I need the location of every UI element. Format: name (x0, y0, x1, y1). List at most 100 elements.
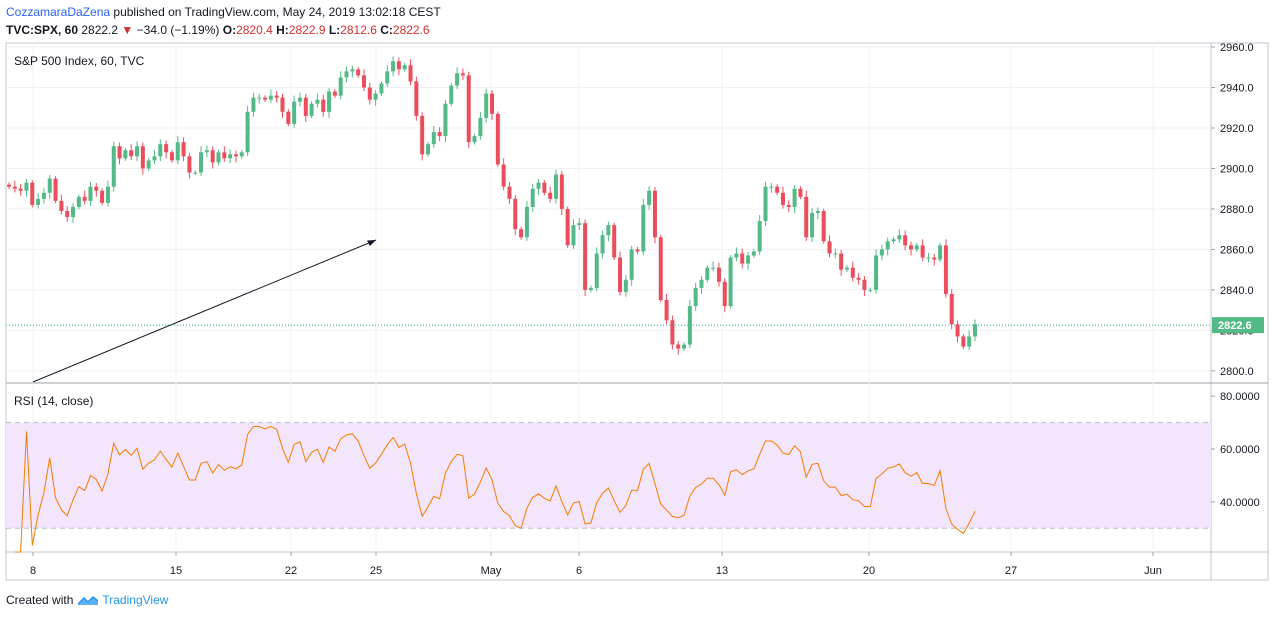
open-value: 2820.4 (236, 23, 273, 37)
candle-body (245, 111, 250, 153)
candle-body (41, 192, 46, 199)
candle-body (76, 196, 81, 207)
candle-body (59, 200, 64, 211)
candle-body (257, 97, 262, 99)
candle-body (792, 188, 797, 207)
candle-body (478, 117, 483, 137)
tradingview-logo-icon (77, 596, 99, 605)
candle-body (204, 150, 209, 153)
candle-body (71, 206, 76, 218)
candle-body (588, 287, 593, 290)
candle-body (821, 210, 826, 242)
rsi-band (6, 422, 1211, 529)
candle-body (402, 65, 407, 70)
candle-body (443, 103, 448, 137)
candle-body (36, 198, 41, 205)
price-tick-label: 2800.0 (1220, 366, 1254, 378)
candle-body (292, 101, 297, 124)
high-value: 2822.9 (288, 23, 326, 37)
candle-body (594, 253, 599, 288)
candle-body (652, 190, 657, 238)
down-arrow-icon: ▼ (121, 23, 134, 37)
candle-body (722, 281, 727, 307)
candle-body (286, 111, 291, 124)
candle-body (903, 235, 908, 246)
candle-body (268, 95, 273, 100)
rsi-tick-label: 40.0000 (1220, 497, 1260, 509)
time-tick-label: 15 (170, 565, 182, 577)
time-tick-label: May (481, 565, 502, 577)
time-tick-label: 25 (370, 565, 382, 577)
candle-body (327, 91, 332, 112)
candle-body (932, 257, 937, 260)
candle-body (175, 142, 180, 161)
candle-body (12, 186, 17, 189)
candle-body (425, 144, 430, 155)
candle-body (577, 223, 582, 226)
candle-body (711, 267, 716, 269)
candle-body (356, 69, 361, 76)
candle-body (309, 103, 314, 116)
candle-body (455, 73, 460, 86)
candle-body (228, 154, 233, 159)
chart-border (5, 42, 1269, 581)
candle-body (751, 251, 756, 256)
candle-body (210, 150, 215, 163)
candle-body (786, 204, 791, 207)
price-tick-label: 2960.0 (1220, 42, 1254, 54)
candle-body (303, 97, 308, 116)
candle-body (891, 239, 896, 242)
candle-body (623, 279, 628, 292)
candle-body (169, 152, 174, 161)
candle-body (420, 115, 425, 155)
tradingview-link[interactable]: TradingView (102, 593, 169, 607)
last-price-label: 2822.6 (1218, 320, 1252, 332)
candle-body (47, 178, 52, 193)
candle-body (670, 320, 675, 345)
candle-body (152, 156, 157, 161)
candle-body (815, 210, 820, 213)
candle-body (507, 186, 512, 199)
candle-body (757, 221, 762, 252)
tradingview-brand[interactable]: TradingView (77, 593, 168, 607)
candle-body (856, 277, 861, 280)
candle-body (600, 235, 605, 254)
author-link[interactable]: CozzamaraDaZena (6, 5, 111, 19)
candle-body (251, 97, 256, 112)
candle-body (699, 279, 704, 288)
candle-body (519, 229, 524, 238)
rsi-polyline (14, 425, 976, 553)
candle-body (344, 71, 349, 78)
candle-body (973, 324, 977, 337)
close-label: C: (380, 23, 393, 37)
candle-body (571, 225, 576, 246)
candles[interactable] (7, 56, 977, 355)
time-tick-label: 22 (285, 565, 297, 577)
price-change: −34.0 (−1.19%) (136, 23, 220, 37)
candle-body (449, 85, 454, 104)
candle-body (332, 91, 337, 96)
candle-body (961, 336, 966, 347)
candle-body (943, 245, 948, 294)
candle-body (647, 190, 652, 205)
candle-body (810, 213, 815, 238)
candle-body (559, 174, 564, 209)
candle-body (827, 241, 832, 254)
time-tick-label: 20 (863, 565, 875, 577)
candle-body (885, 241, 890, 250)
candle-body (484, 93, 489, 118)
candle-body (618, 257, 623, 292)
chart-title: S&P 500 Index, 60, TVC (14, 54, 145, 68)
candle-body (914, 245, 919, 250)
candle-body (7, 184, 11, 187)
candle-body (769, 186, 774, 188)
candle-body (158, 144, 163, 157)
candle-body (833, 253, 838, 255)
price-tick-label: 2840.0 (1220, 285, 1254, 297)
price-tick-label: 2900.0 (1220, 163, 1254, 175)
candle-body (280, 97, 285, 112)
candle-body (687, 306, 692, 345)
trend-line[interactable] (32, 239, 377, 383)
candle-body (379, 83, 384, 94)
